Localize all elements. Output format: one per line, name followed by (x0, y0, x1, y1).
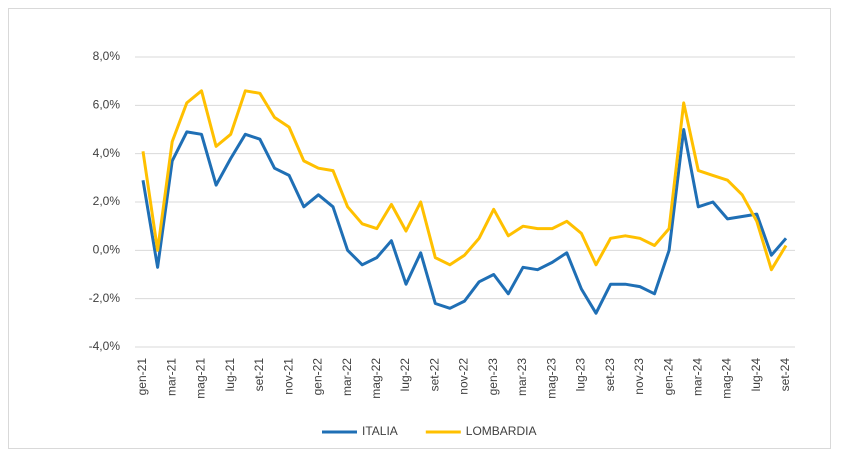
x-tick-label: gen-23 (486, 358, 500, 396)
x-tick-label: set-23 (603, 358, 617, 392)
series-line (141, 128, 788, 315)
x-tick-label: lug-24 (749, 358, 763, 392)
x-tick-label: gen-22 (311, 358, 325, 396)
legend-label: LOMBARDIA (466, 424, 537, 438)
y-tick-label: 2,0% (93, 194, 121, 208)
x-tick-label: mag-24 (720, 358, 734, 399)
y-tick-label: 0,0% (93, 243, 121, 257)
y-tick-label: 6,0% (93, 98, 121, 112)
y-tick-label: -4,0% (89, 339, 121, 353)
x-tick-label: gen-24 (661, 358, 675, 396)
x-tick-label: set-22 (427, 358, 441, 392)
series-line (141, 89, 788, 272)
x-tick-label: set-24 (778, 358, 792, 392)
x-tick-label: nov-22 (457, 358, 471, 395)
x-tick-label: mar-23 (515, 358, 529, 396)
x-tick-label: gen-21 (135, 358, 149, 396)
chart-frame (8, 8, 831, 449)
x-tick-label: lug-21 (223, 358, 237, 392)
legend-label: ITALIA (362, 424, 398, 438)
x-tick-label: lug-23 (574, 358, 588, 392)
x-tick-label: mar-21 (164, 358, 178, 396)
x-tick-label: mar-22 (340, 358, 354, 396)
x-tick-label: nov-21 (281, 358, 295, 395)
x-tick-label: lug-22 (398, 358, 412, 392)
x-tick-label: mag-21 (194, 358, 208, 399)
y-tick-label: -2,0% (89, 291, 121, 305)
x-tick-label: mag-23 (544, 358, 558, 399)
x-tick-label: mar-24 (690, 358, 704, 396)
x-tick-label: nov-23 (632, 358, 646, 395)
y-tick-label: 8,0% (93, 49, 121, 63)
x-tick-label: set-21 (252, 358, 266, 392)
x-tick-label: mag-22 (369, 358, 383, 399)
y-tick-label: 4,0% (93, 146, 121, 160)
